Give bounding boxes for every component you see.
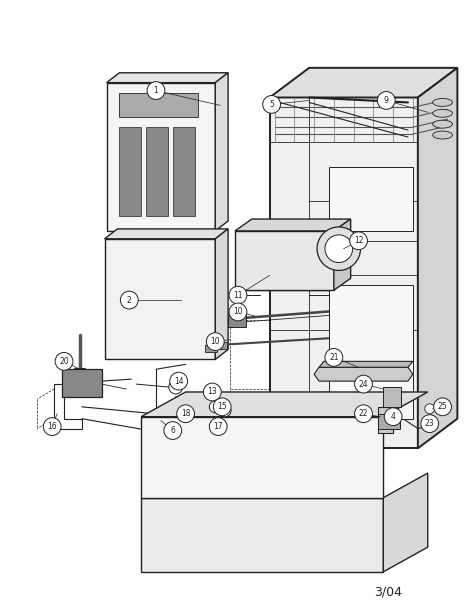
- Polygon shape: [270, 98, 418, 448]
- FancyBboxPatch shape: [146, 127, 168, 216]
- FancyBboxPatch shape: [383, 387, 401, 407]
- Circle shape: [219, 405, 231, 417]
- Circle shape: [377, 91, 395, 109]
- Text: 10: 10: [210, 337, 220, 346]
- Text: 15: 15: [218, 402, 227, 411]
- Text: 5: 5: [269, 100, 274, 109]
- Text: 10: 10: [233, 308, 243, 316]
- Circle shape: [210, 418, 227, 435]
- Text: 25: 25: [438, 402, 447, 411]
- Polygon shape: [235, 219, 351, 231]
- Polygon shape: [270, 68, 457, 98]
- Text: 21: 21: [329, 353, 338, 362]
- Ellipse shape: [433, 131, 453, 139]
- Text: 3/04: 3/04: [374, 585, 402, 598]
- Text: 13: 13: [208, 387, 217, 397]
- Circle shape: [325, 235, 353, 263]
- Polygon shape: [215, 73, 228, 231]
- Circle shape: [147, 82, 165, 99]
- Text: 11: 11: [233, 290, 243, 300]
- Circle shape: [421, 414, 438, 432]
- Polygon shape: [274, 251, 307, 281]
- Text: 4: 4: [391, 412, 396, 421]
- Circle shape: [170, 372, 188, 390]
- Text: 14: 14: [174, 376, 183, 386]
- Circle shape: [317, 227, 361, 270]
- Text: 22: 22: [359, 410, 368, 418]
- Polygon shape: [383, 473, 428, 572]
- Polygon shape: [107, 83, 215, 231]
- Text: 23: 23: [425, 419, 435, 428]
- Circle shape: [210, 401, 221, 413]
- Circle shape: [434, 398, 451, 416]
- Text: 16: 16: [47, 422, 57, 431]
- Polygon shape: [107, 73, 228, 83]
- FancyBboxPatch shape: [228, 315, 246, 327]
- Ellipse shape: [433, 120, 453, 128]
- Polygon shape: [215, 229, 228, 359]
- FancyBboxPatch shape: [215, 341, 227, 349]
- Text: 20: 20: [59, 357, 69, 366]
- Circle shape: [325, 349, 343, 367]
- Circle shape: [213, 398, 231, 416]
- Polygon shape: [314, 367, 413, 381]
- Text: 9: 9: [384, 96, 389, 105]
- FancyBboxPatch shape: [378, 414, 400, 429]
- Circle shape: [355, 375, 373, 393]
- Circle shape: [206, 333, 224, 351]
- Circle shape: [229, 303, 247, 321]
- Circle shape: [203, 383, 221, 401]
- Polygon shape: [418, 68, 457, 448]
- Circle shape: [355, 405, 373, 422]
- Text: 2: 2: [127, 295, 132, 305]
- Circle shape: [350, 232, 367, 250]
- Circle shape: [425, 404, 435, 414]
- Polygon shape: [105, 239, 215, 359]
- Polygon shape: [329, 286, 413, 419]
- Circle shape: [384, 408, 402, 426]
- Polygon shape: [378, 407, 393, 433]
- FancyBboxPatch shape: [173, 127, 194, 216]
- Text: 17: 17: [213, 422, 223, 431]
- Circle shape: [120, 291, 138, 309]
- Polygon shape: [105, 229, 228, 239]
- Circle shape: [43, 418, 61, 435]
- Circle shape: [164, 422, 182, 440]
- Polygon shape: [319, 362, 413, 367]
- Ellipse shape: [433, 109, 453, 117]
- Polygon shape: [334, 219, 351, 290]
- Circle shape: [263, 96, 281, 114]
- Text: 12: 12: [354, 236, 363, 245]
- FancyBboxPatch shape: [119, 127, 141, 216]
- Text: 24: 24: [359, 379, 368, 389]
- Ellipse shape: [433, 98, 453, 106]
- Polygon shape: [141, 392, 428, 417]
- FancyBboxPatch shape: [205, 344, 217, 352]
- Text: 1: 1: [154, 86, 158, 95]
- FancyBboxPatch shape: [62, 369, 101, 397]
- Text: 6: 6: [170, 426, 175, 435]
- Polygon shape: [141, 498, 383, 572]
- Polygon shape: [235, 231, 334, 290]
- Circle shape: [229, 286, 247, 304]
- Circle shape: [55, 352, 73, 370]
- Polygon shape: [329, 166, 413, 231]
- Text: 18: 18: [181, 410, 191, 418]
- Circle shape: [177, 405, 194, 422]
- FancyBboxPatch shape: [119, 93, 199, 117]
- Circle shape: [169, 380, 182, 394]
- Polygon shape: [141, 417, 383, 498]
